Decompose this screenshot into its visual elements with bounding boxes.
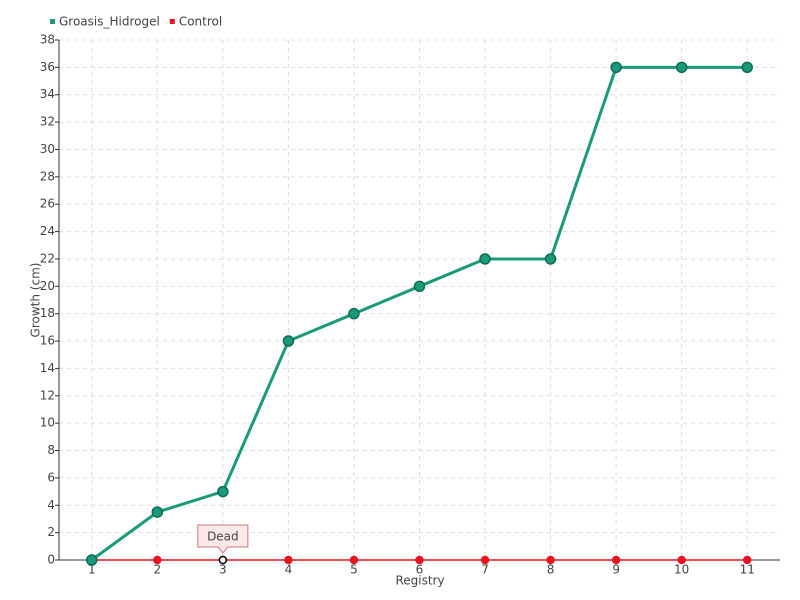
legend-swatch <box>169 19 175 24</box>
x-tick-label: 11 <box>740 563 755 577</box>
data-point <box>86 554 98 566</box>
y-tick-label: 6 <box>47 470 55 484</box>
data-point <box>741 61 753 74</box>
y-tick-label: 32 <box>40 115 55 129</box>
y-tick-label: 36 <box>40 60 55 74</box>
x-tick-label: 10 <box>674 563 689 577</box>
data-point <box>479 253 491 265</box>
data-point <box>677 555 686 565</box>
data-point <box>675 61 688 74</box>
y-tick-label: 20 <box>40 279 55 293</box>
y-tick-label: 2 <box>47 525 55 539</box>
y-tick-label: 30 <box>40 142 55 156</box>
data-point <box>480 555 490 565</box>
y-tick-label: 8 <box>47 443 55 457</box>
legend-item: Control <box>169 15 222 29</box>
data-point <box>284 555 293 565</box>
legend-label: Groasis_Hidrogel <box>59 15 160 29</box>
legend-label: Control <box>179 15 222 29</box>
annotation-label: Dead <box>207 530 239 544</box>
data-point <box>413 280 426 293</box>
y-tick-label: 24 <box>40 224 55 238</box>
y-tick-label: 38 <box>40 33 55 47</box>
legend-item: Groasis_Hidrogel <box>50 15 160 29</box>
x-tick-label: 9 <box>612 563 620 577</box>
x-tick-label: 7 <box>481 563 489 577</box>
data-point <box>151 506 164 518</box>
annotation-box <box>197 524 249 554</box>
x-axis-title: Registry <box>395 574 444 588</box>
x-tick-label: 6 <box>416 563 424 577</box>
legend-swatch <box>50 19 55 24</box>
y-tick-label: 14 <box>40 361 55 375</box>
y-tick-label: 18 <box>40 306 55 320</box>
data-point <box>611 555 621 565</box>
y-tick-label: 34 <box>40 87 55 101</box>
x-tick-label: 4 <box>285 563 293 577</box>
y-tick-label: 0 <box>47 553 55 567</box>
x-tick-label: 8 <box>547 563 555 577</box>
x-tick-label: 1 <box>88 563 96 577</box>
y-tick-label: 4 <box>47 498 55 512</box>
y-tick-label: 16 <box>40 334 55 348</box>
data-point <box>544 253 557 265</box>
data-point <box>415 555 424 565</box>
y-tick-label: 10 <box>40 416 55 430</box>
data-point <box>349 555 359 565</box>
data-point <box>610 61 622 74</box>
x-tick-label: 2 <box>153 563 161 577</box>
y-tick-label: 12 <box>40 388 55 402</box>
data-point <box>546 555 555 565</box>
data-point <box>282 335 295 347</box>
data-point <box>153 555 162 565</box>
x-tick-label: 3 <box>219 563 227 577</box>
annotation-marker <box>218 555 228 565</box>
data-point <box>742 555 752 565</box>
data-point <box>348 307 360 320</box>
data-point <box>217 485 229 498</box>
y-tick-label: 26 <box>40 197 55 211</box>
x-tick-label: 5 <box>350 563 358 577</box>
y-axis-title: Growth (cm) <box>29 263 43 338</box>
y-tick-label: 22 <box>40 251 55 265</box>
y-tick-label: 28 <box>40 169 55 183</box>
